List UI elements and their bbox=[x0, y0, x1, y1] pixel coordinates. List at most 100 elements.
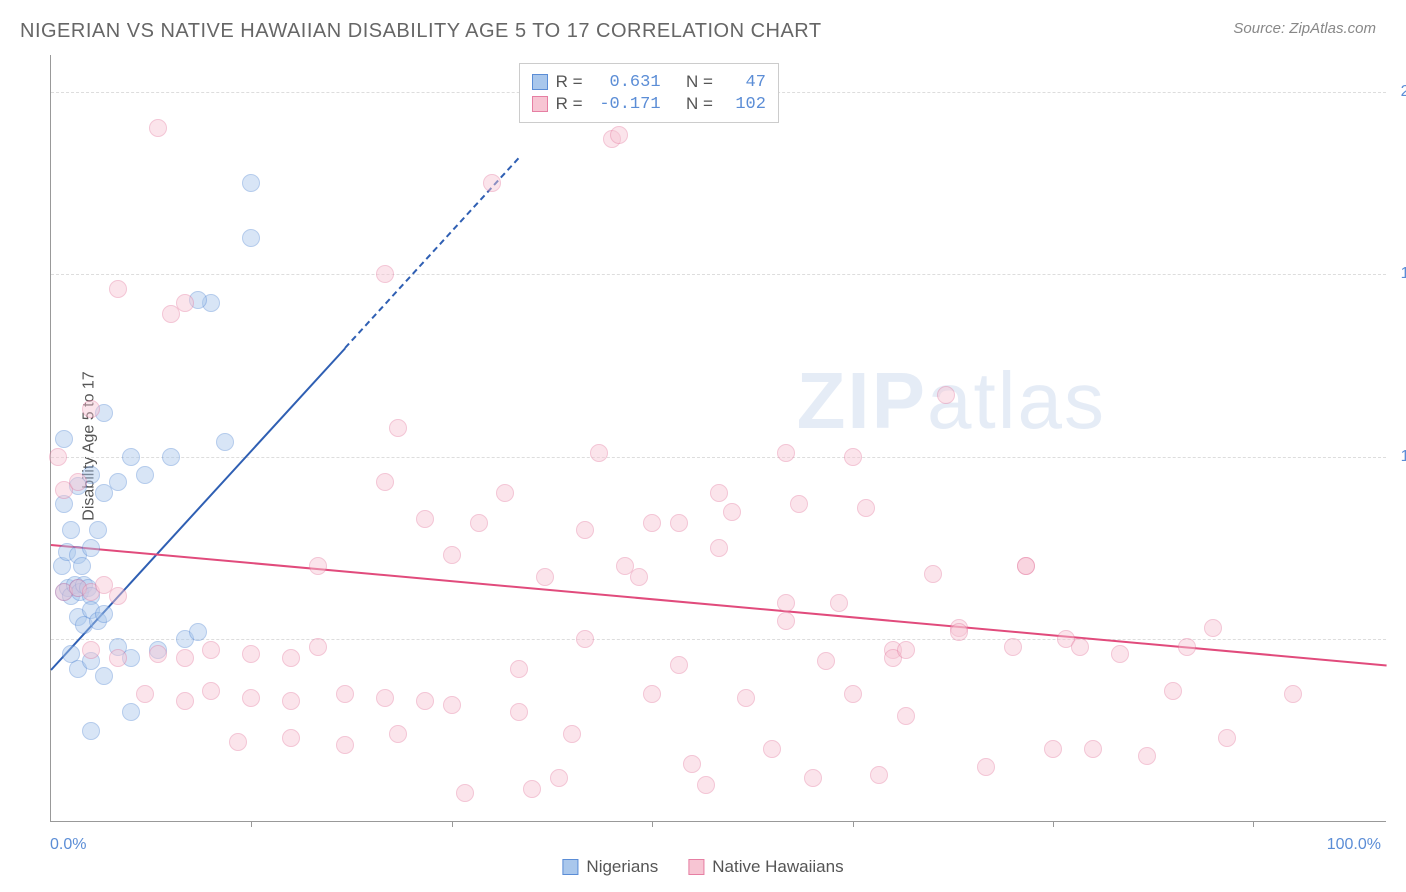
data-point bbox=[576, 630, 594, 648]
data-point bbox=[844, 685, 862, 703]
data-point bbox=[149, 119, 167, 137]
y-tick-label: 20.0% bbox=[1391, 83, 1406, 101]
data-point bbox=[804, 769, 822, 787]
data-point bbox=[723, 503, 741, 521]
data-point bbox=[1164, 682, 1182, 700]
data-point bbox=[777, 612, 795, 630]
data-point bbox=[95, 605, 113, 623]
data-point bbox=[109, 473, 127, 491]
data-point bbox=[376, 473, 394, 491]
data-point bbox=[122, 448, 140, 466]
data-point bbox=[149, 645, 167, 663]
data-point bbox=[189, 623, 207, 641]
stats-box: R =0.631 N =47R =-0.171 N =102 bbox=[519, 63, 779, 123]
data-point bbox=[242, 174, 260, 192]
data-point bbox=[510, 703, 528, 721]
scatter-chart: ZIPatlas 5.0%10.0%15.0%20.0%R =0.631 N =… bbox=[50, 55, 1386, 822]
data-point bbox=[282, 729, 300, 747]
data-point bbox=[670, 514, 688, 532]
legend-swatch-blue bbox=[562, 859, 578, 875]
data-point bbox=[216, 433, 234, 451]
data-point bbox=[777, 444, 795, 462]
data-point bbox=[73, 557, 91, 575]
grid-line bbox=[51, 457, 1386, 458]
data-point bbox=[710, 539, 728, 557]
data-point bbox=[496, 484, 514, 502]
data-point bbox=[1138, 747, 1156, 765]
x-tick bbox=[652, 821, 653, 827]
data-point bbox=[1178, 638, 1196, 656]
data-point bbox=[643, 514, 661, 532]
data-point bbox=[336, 685, 354, 703]
data-point bbox=[470, 514, 488, 532]
data-point bbox=[777, 594, 795, 612]
data-point bbox=[897, 707, 915, 725]
data-point bbox=[844, 448, 862, 466]
data-point bbox=[630, 568, 648, 586]
data-point bbox=[202, 641, 220, 659]
legend-swatch-pink bbox=[688, 859, 704, 875]
data-point bbox=[950, 623, 968, 641]
data-point bbox=[389, 725, 407, 743]
data-point bbox=[1111, 645, 1129, 663]
data-point bbox=[697, 776, 715, 794]
data-point bbox=[416, 510, 434, 528]
data-point bbox=[82, 400, 100, 418]
x-tick bbox=[1253, 821, 1254, 827]
data-point bbox=[576, 521, 594, 539]
y-tick-label: 5.0% bbox=[1391, 630, 1406, 648]
data-point bbox=[870, 766, 888, 784]
data-point bbox=[376, 689, 394, 707]
x-tick bbox=[452, 821, 453, 827]
data-point bbox=[443, 696, 461, 714]
data-point bbox=[309, 557, 327, 575]
data-point bbox=[1004, 638, 1022, 656]
data-point bbox=[550, 769, 568, 787]
data-point bbox=[229, 733, 247, 751]
data-point bbox=[242, 689, 260, 707]
y-tick-label: 15.0% bbox=[1391, 265, 1406, 283]
data-point bbox=[136, 685, 154, 703]
data-point bbox=[510, 660, 528, 678]
data-point bbox=[1017, 557, 1035, 575]
data-point bbox=[1218, 729, 1236, 747]
data-point bbox=[242, 229, 260, 247]
data-point bbox=[456, 784, 474, 802]
data-point bbox=[55, 430, 73, 448]
data-point bbox=[242, 645, 260, 663]
data-point bbox=[176, 692, 194, 710]
data-point bbox=[817, 652, 835, 670]
legend-item-nigerians: Nigerians bbox=[562, 857, 658, 877]
data-point bbox=[643, 685, 661, 703]
data-point bbox=[82, 722, 100, 740]
data-point bbox=[763, 740, 781, 758]
data-point bbox=[610, 126, 628, 144]
data-point bbox=[282, 692, 300, 710]
data-point bbox=[443, 546, 461, 564]
data-point bbox=[1284, 685, 1302, 703]
data-point bbox=[282, 649, 300, 667]
data-point bbox=[82, 641, 100, 659]
data-point bbox=[483, 174, 501, 192]
data-point bbox=[1084, 740, 1102, 758]
y-tick-label: 10.0% bbox=[1391, 448, 1406, 466]
data-point bbox=[89, 521, 107, 539]
stats-row: R =-0.171 N =102 bbox=[532, 94, 766, 114]
data-point bbox=[683, 755, 701, 773]
data-point bbox=[95, 667, 113, 685]
x-axis-max-label: 100.0% bbox=[1327, 836, 1381, 854]
data-point bbox=[536, 568, 554, 586]
data-point bbox=[376, 265, 394, 283]
data-point bbox=[897, 641, 915, 659]
data-point bbox=[176, 294, 194, 312]
data-point bbox=[69, 473, 87, 491]
data-point bbox=[336, 736, 354, 754]
x-tick bbox=[251, 821, 252, 827]
data-point bbox=[857, 499, 875, 517]
data-point bbox=[136, 466, 154, 484]
data-point bbox=[924, 565, 942, 583]
data-point bbox=[162, 448, 180, 466]
data-point bbox=[122, 703, 140, 721]
data-point bbox=[1204, 619, 1222, 637]
legend-item-hawaiians: Native Hawaiians bbox=[688, 857, 843, 877]
